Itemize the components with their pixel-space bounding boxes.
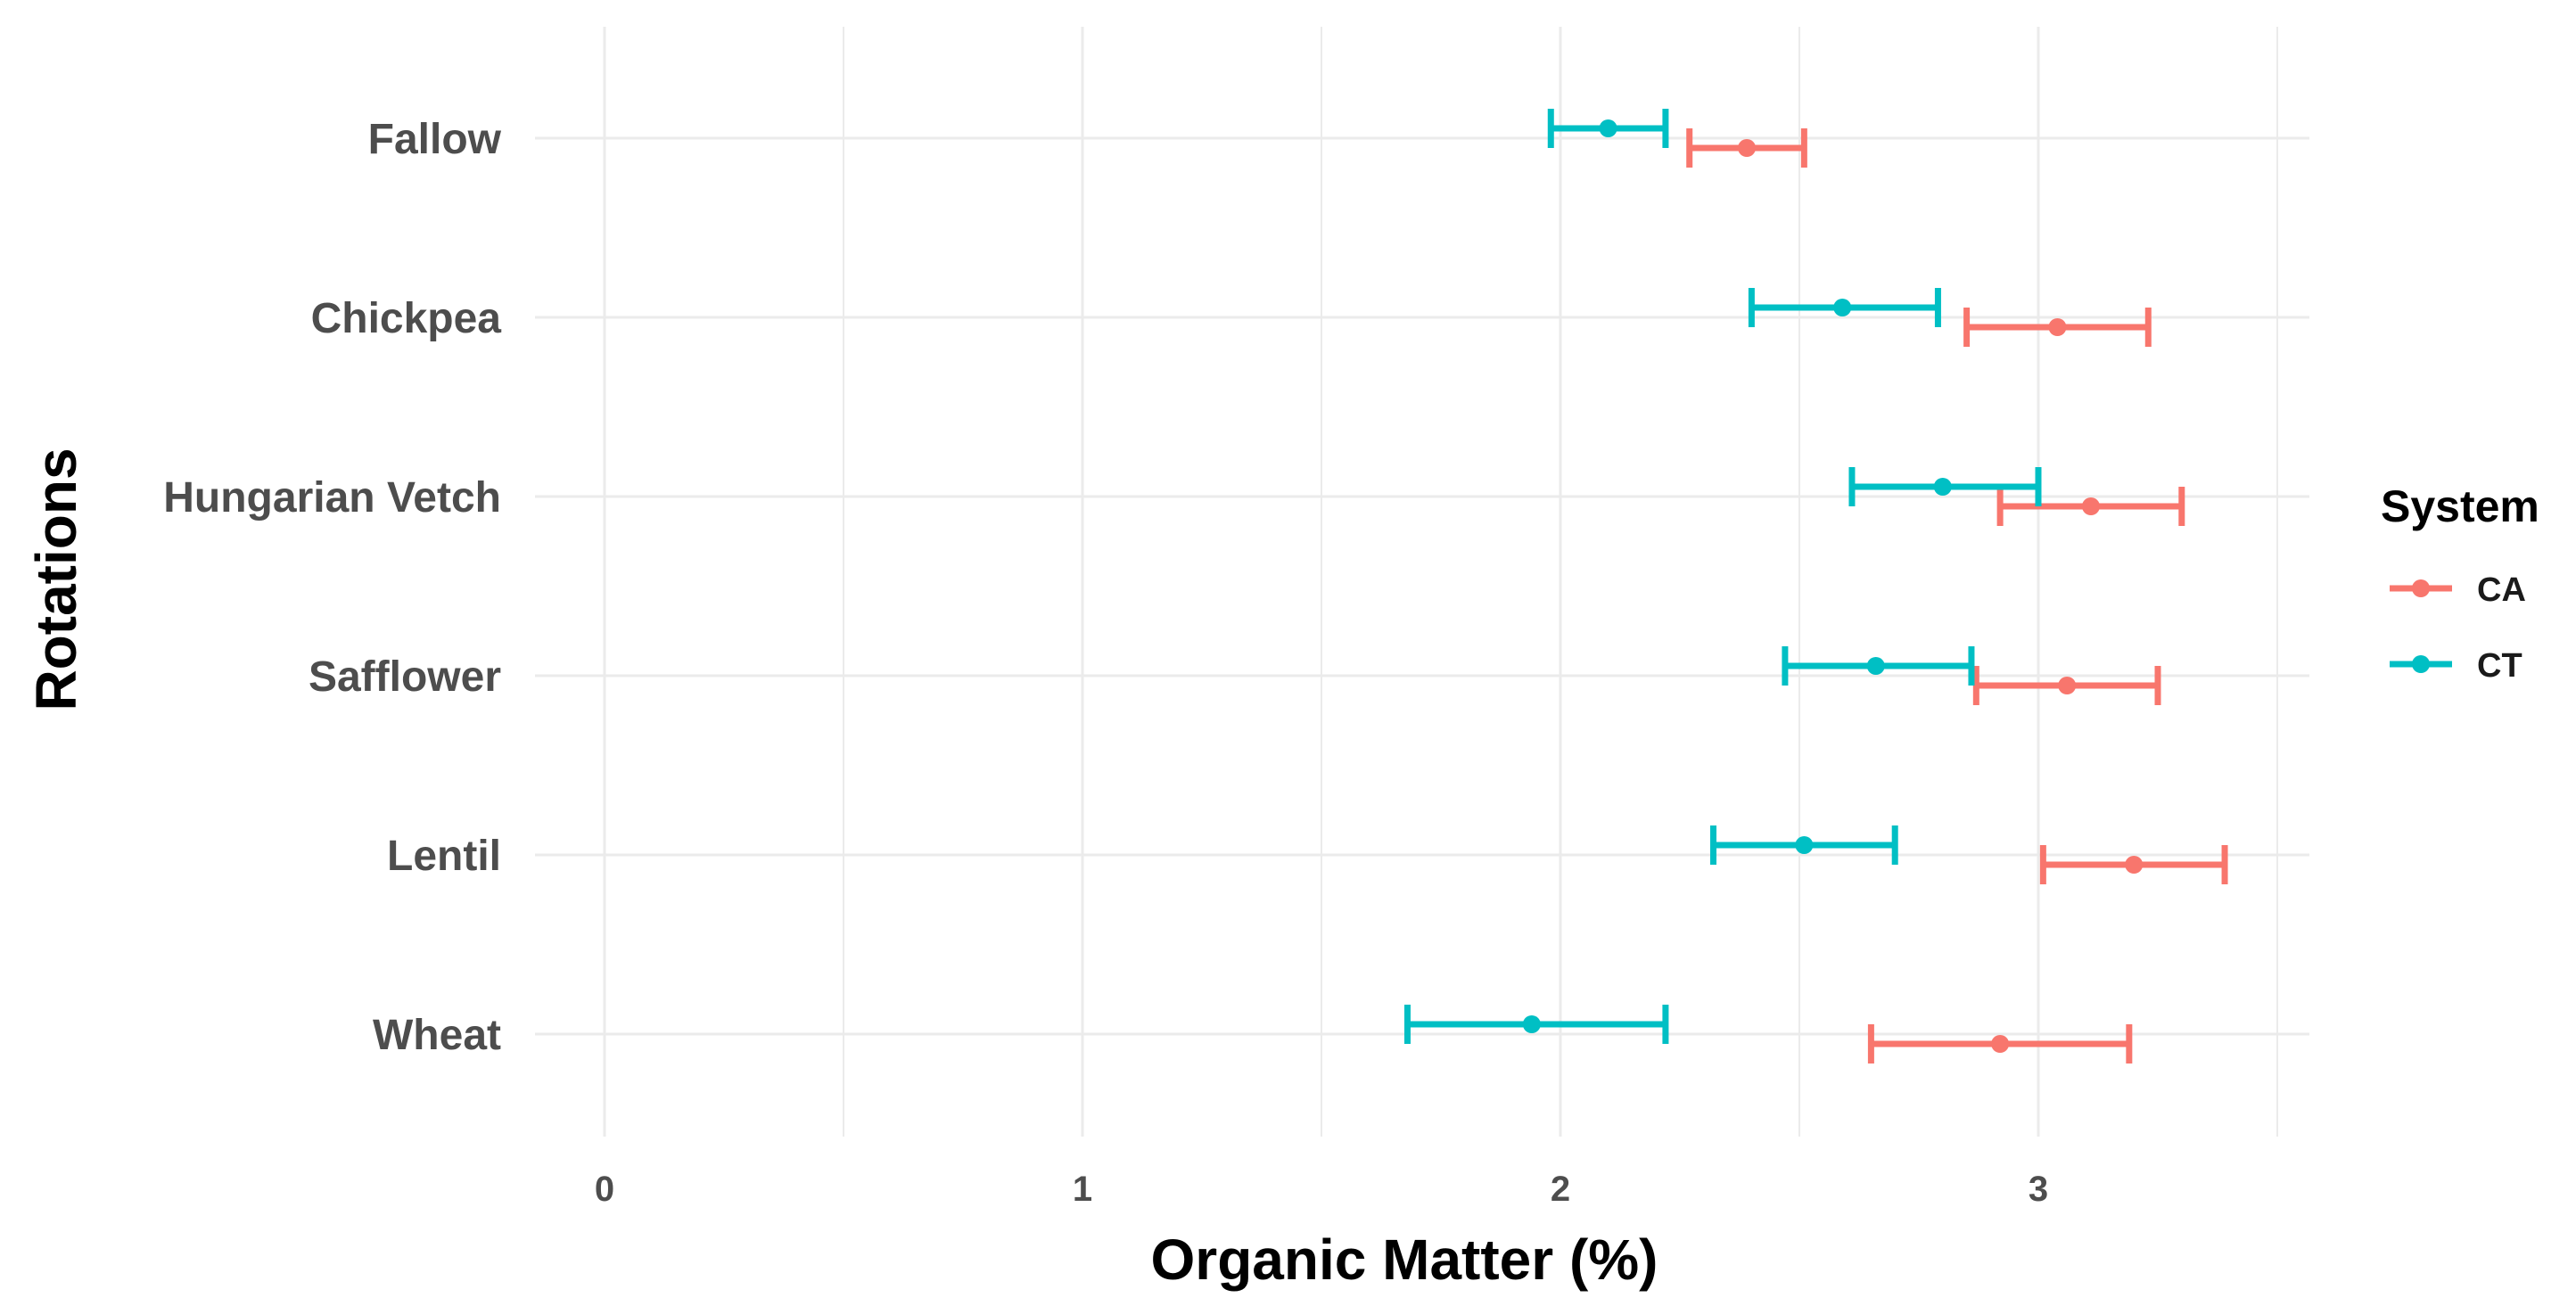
legend-item-ca: CA bbox=[2390, 571, 2526, 609]
series-ct bbox=[1403, 109, 2042, 1044]
mean-point bbox=[1522, 1015, 1541, 1033]
mean-point bbox=[2058, 677, 2077, 694]
x-tick-label: 3 bbox=[2029, 1170, 2048, 1209]
x-tick-labels: 0 1 2 3 bbox=[595, 1170, 2048, 1209]
mean-point bbox=[1933, 478, 1952, 496]
legend-item-ct: CT bbox=[2390, 647, 2523, 685]
mean-point bbox=[1866, 657, 1885, 675]
y-axis-title: Rotations bbox=[24, 448, 88, 710]
legend-items: CA CT bbox=[2390, 571, 2526, 685]
mean-point bbox=[1833, 299, 1852, 316]
legend-key-point bbox=[2412, 655, 2430, 673]
legend-label: CA bbox=[2477, 571, 2526, 609]
legend-label: CT bbox=[2477, 647, 2523, 685]
legend-key-point bbox=[2412, 579, 2430, 597]
legend-title: System bbox=[2381, 481, 2539, 531]
mean-point bbox=[1795, 836, 1814, 854]
x-tick-label: 1 bbox=[1073, 1170, 1092, 1209]
x-tick-label: 2 bbox=[1551, 1170, 1570, 1209]
mean-point bbox=[1991, 1035, 2010, 1053]
x-tick-label: 0 bbox=[595, 1170, 614, 1209]
mean-point bbox=[1599, 119, 1617, 137]
y-tick-label: Fallow bbox=[368, 116, 502, 163]
y-tick-label: Hungarian Vetch bbox=[163, 474, 501, 521]
mean-point bbox=[2048, 318, 2067, 336]
y-tick-label: Safflower bbox=[309, 653, 501, 701]
legend: System CA CT bbox=[2381, 481, 2539, 685]
y-tick-label: Chickpea bbox=[311, 295, 502, 342]
mean-point bbox=[1738, 139, 1757, 157]
mean-point bbox=[2125, 856, 2144, 874]
x-axis-title: Organic Matter (%) bbox=[1151, 1228, 1658, 1292]
y-tick-label: Lentil bbox=[387, 833, 501, 880]
mean-point bbox=[2081, 497, 2100, 515]
data-series bbox=[1403, 109, 2228, 1064]
y-tick-labels: Fallow Chickpea Hungarian Vetch Safflower Le… bbox=[163, 116, 501, 1059]
grid bbox=[535, 27, 2309, 1137]
y-tick-label: Wheat bbox=[373, 1012, 501, 1059]
series-ca bbox=[1686, 128, 2228, 1064]
